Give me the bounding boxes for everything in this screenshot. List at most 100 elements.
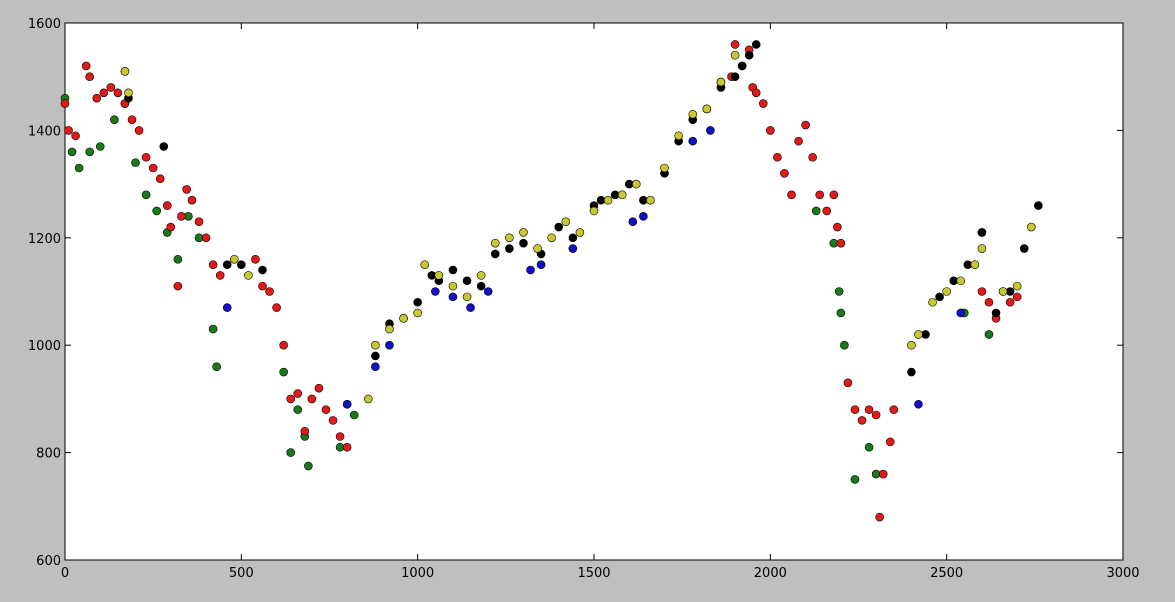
data-point-red bbox=[850, 405, 860, 414]
data-point-yellow bbox=[490, 238, 500, 248]
data-point-yellow bbox=[434, 271, 444, 280]
data-point-yellow bbox=[1027, 222, 1036, 232]
data-point-red bbox=[822, 206, 832, 216]
data-point-blue bbox=[466, 303, 475, 312]
data-point-red bbox=[258, 281, 267, 291]
data-point-red bbox=[878, 469, 888, 479]
data-point-red bbox=[836, 238, 846, 248]
data-point-yellow bbox=[120, 67, 130, 76]
data-point-red bbox=[758, 99, 768, 108]
data-point-black bbox=[568, 233, 578, 243]
data-point-green bbox=[173, 254, 183, 264]
data-point-red bbox=[977, 287, 987, 296]
data-point-red bbox=[113, 88, 123, 98]
data-point-red bbox=[60, 99, 70, 108]
data-point-yellow bbox=[674, 131, 683, 141]
data-point-red bbox=[780, 169, 789, 178]
x-tick-label: 2000 bbox=[754, 566, 787, 581]
data-point-blue bbox=[639, 212, 648, 221]
data-point-red bbox=[843, 378, 853, 388]
data-point-black bbox=[222, 260, 232, 269]
data-point-green bbox=[67, 147, 77, 157]
data-point-red bbox=[85, 72, 94, 81]
data-point-yellow bbox=[998, 287, 1008, 296]
data-point-green bbox=[834, 287, 844, 296]
data-point-yellow bbox=[533, 244, 542, 253]
data-point-black bbox=[237, 260, 246, 269]
data-point-red bbox=[92, 93, 102, 103]
data-point-red bbox=[182, 185, 191, 194]
y-tick-label: 1000 bbox=[28, 339, 61, 354]
y-tick-label: 600 bbox=[36, 554, 61, 569]
y-tick-label: 800 bbox=[36, 447, 61, 462]
data-point-black bbox=[977, 228, 987, 237]
data-point-yellow bbox=[575, 228, 585, 237]
data-point-blue bbox=[956, 308, 966, 318]
data-point-blue bbox=[688, 136, 698, 146]
data-point-yellow bbox=[519, 228, 528, 237]
data-point-red bbox=[300, 426, 310, 436]
data-point-blue bbox=[628, 217, 638, 226]
data-point-red bbox=[201, 233, 211, 243]
data-point-yellow bbox=[646, 195, 655, 205]
data-point-red bbox=[889, 405, 899, 414]
data-point-red bbox=[194, 217, 204, 226]
data-point-black bbox=[258, 265, 267, 275]
data-point-blue bbox=[526, 265, 535, 275]
data-point-green bbox=[85, 147, 94, 157]
data-point-blue bbox=[914, 399, 923, 409]
data-point-red bbox=[342, 442, 352, 452]
data-point-black bbox=[935, 292, 944, 302]
data-point-yellow bbox=[660, 163, 669, 173]
data-point-red bbox=[885, 437, 895, 447]
data-point-yellow bbox=[702, 104, 712, 114]
data-point-yellow bbox=[617, 190, 627, 200]
data-point-red bbox=[730, 40, 740, 49]
data-point-yellow bbox=[448, 281, 458, 291]
data-point-green bbox=[152, 206, 161, 216]
data-point-green bbox=[279, 367, 288, 377]
data-point-red bbox=[829, 190, 839, 200]
data-point-yellow bbox=[977, 244, 987, 253]
data-point-black bbox=[907, 367, 916, 377]
data-point-red bbox=[106, 83, 116, 92]
data-point-yellow bbox=[244, 271, 253, 280]
data-point-red bbox=[155, 174, 165, 184]
data-point-red bbox=[215, 271, 225, 280]
data-point-red bbox=[871, 410, 881, 420]
data-point-yellow bbox=[956, 276, 966, 286]
data-point-red bbox=[166, 222, 176, 232]
data-point-yellow bbox=[124, 88, 133, 98]
data-point-red bbox=[766, 126, 775, 135]
data-point-black bbox=[1034, 201, 1043, 210]
data-point-yellow bbox=[970, 260, 980, 269]
data-point-red bbox=[293, 389, 303, 398]
data-point-black bbox=[505, 244, 514, 253]
data-point-red bbox=[794, 136, 803, 146]
data-point-red bbox=[272, 303, 281, 312]
data-point-red bbox=[321, 405, 331, 414]
data-point-yellow bbox=[603, 195, 613, 205]
data-point-green bbox=[349, 410, 359, 420]
data-point-red bbox=[335, 432, 345, 441]
data-point-black bbox=[554, 222, 564, 232]
data-point-red bbox=[328, 416, 338, 425]
data-point-yellow bbox=[505, 233, 514, 243]
data-point-green bbox=[110, 115, 119, 124]
x-tick-label: 2500 bbox=[930, 566, 963, 581]
data-point-yellow bbox=[547, 233, 556, 243]
data-point-green bbox=[208, 324, 218, 334]
data-point-black bbox=[1019, 244, 1029, 253]
data-point-green bbox=[304, 461, 313, 471]
data-point-red bbox=[787, 190, 796, 200]
data-point-green bbox=[984, 330, 994, 339]
data-point-red bbox=[857, 416, 867, 425]
data-point-yellow bbox=[942, 287, 951, 296]
data-point-green bbox=[212, 362, 221, 371]
data-point-blue bbox=[222, 303, 232, 312]
data-point-blue bbox=[536, 260, 546, 269]
data-point-black bbox=[991, 308, 1001, 318]
data-point-red bbox=[1005, 297, 1015, 307]
x-tick-label: 1500 bbox=[577, 566, 610, 581]
